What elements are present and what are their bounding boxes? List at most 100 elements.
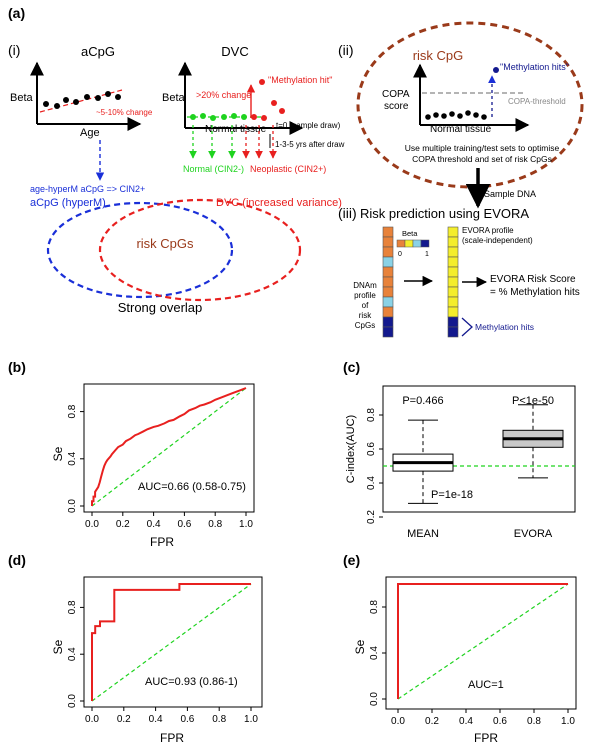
- dvc-change-label: >20% change: [196, 90, 251, 100]
- panel-b-ylabel: Se: [51, 446, 65, 461]
- dvc-normal-points: [190, 113, 247, 121]
- b-ytick-label: 0.4: [67, 451, 78, 465]
- venn-right-label: DVC (increased variance): [216, 197, 342, 209]
- venn-diagram: aCpG (hyperM) DVC (increased variance) r…: [30, 197, 342, 315]
- panel-b-plot-frame: [83, 383, 255, 513]
- panel-d-x-axis: 0.0 0.2 0.4 0.6 0.8 1.0: [85, 707, 258, 725]
- panel-e-x-axis: 0.0 0.2 0.4 0.6 0.8 1.0: [391, 709, 575, 727]
- panel-a-iii-label: (iii): [338, 205, 357, 221]
- d-xtick-label: 0.6: [180, 714, 194, 725]
- svg-text:CpGs: CpGs: [355, 321, 375, 330]
- e-xtick-label: 0.0: [391, 716, 405, 727]
- copa-hit-point: [493, 67, 499, 73]
- panel-e-label: (e): [343, 552, 360, 568]
- copa-text-1: Use multiple training/test sets to optim…: [405, 143, 560, 153]
- dvc-xlabel: Normal tissue: [205, 124, 267, 135]
- e-xtick-label: 0.8: [527, 716, 541, 727]
- d-xtick-label: 0.0: [85, 714, 99, 725]
- evora-diagram: Risk prediction using EVORA DNAm profile…: [353, 206, 580, 338]
- copa-ylabel-2: score: [384, 101, 409, 112]
- copa-title: risk CpG: [413, 48, 464, 63]
- dvc-neoplastic-points: [251, 100, 285, 121]
- panel-b-label: (b): [8, 359, 26, 375]
- evora-title: Risk prediction using EVORA: [360, 206, 529, 221]
- panel-d-label: (d): [8, 552, 26, 568]
- evora-hits-label: Methylation hits: [475, 322, 534, 332]
- panel-d-auc: AUC=0.93 (0.86-1): [145, 676, 238, 688]
- copa-ellipse: [356, 21, 584, 189]
- venn-center-label: risk CpGs: [136, 236, 194, 251]
- c-ytick-label: 0.6: [366, 442, 377, 456]
- acpg-note: age-hyperM aCpG => CIN2+: [30, 184, 145, 194]
- copa-ylabel-1: COPA: [382, 89, 410, 100]
- dvc-t0-label: t=0 (sample draw): [276, 121, 341, 130]
- evora-score-label-2: = % Methylation hits: [490, 287, 580, 298]
- panel-c-category-evora: EVORA: [514, 528, 553, 540]
- e-xtick-label: 1.0: [561, 716, 575, 727]
- dvc-hit-point: [259, 79, 265, 85]
- evora-score-label-1: EVORA Risk Score: [490, 274, 576, 285]
- copa-xlabel: Normal tissue: [430, 124, 492, 135]
- panel-b-roc-curve: [91, 387, 247, 506]
- dnam-profile-column: [382, 226, 394, 338]
- acpg-xlabel: Age: [80, 127, 100, 139]
- panel-e-auc: AUC=1: [468, 679, 504, 691]
- b-ytick-label: 0.0: [67, 499, 78, 513]
- evora-profile-label-1: EVORA profile: [462, 226, 514, 235]
- panel-d-roc-curve: [91, 583, 251, 701]
- d-ytick-label: 0.8: [67, 600, 78, 614]
- venn-left-label: aCpG (hyperM): [30, 197, 106, 209]
- e-ytick-label: 0.8: [369, 600, 380, 614]
- b-xtick-label: 0.4: [147, 519, 161, 530]
- beta-legend-min: 0: [398, 251, 402, 258]
- panel-d: (d) 0.0 0.4 0.8 0.0 0.2 0.4 0.6 0.8 1.0 AUC=0.9…: [8, 552, 263, 745]
- panel-b-auc: AUC=0.66 (0.58-0.75): [138, 481, 246, 493]
- panel-a-i-label: (i): [8, 42, 20, 58]
- evora-profile-label-2: (scale-independent): [462, 236, 533, 245]
- e-xtick-label: 0.6: [493, 716, 507, 727]
- panel-b-x-axis: 0.0 0.2 0.4 0.6 0.8 1.0: [85, 512, 253, 530]
- beta-legend-title: Beta: [402, 229, 418, 238]
- panel-b-y-axis: 0.0 0.4 0.8: [67, 404, 84, 513]
- e-ytick-label: 0.4: [369, 646, 380, 660]
- panel-b: (b) 0.0 0.4 0.8 0.0 0.2 0.4 0.6 0.8 1.0 AUC=0.6…: [8, 359, 255, 549]
- panel-c-ylabel: C-index(AUC): [345, 415, 357, 483]
- acpg-diagram: aCpG Beta Age ~5-10% change age-hyperM a…: [10, 44, 153, 194]
- dvc-title: DVC: [221, 44, 248, 59]
- beta-legend-max: 1: [425, 251, 429, 258]
- acpg-ylabel: Beta: [10, 92, 34, 104]
- acpg-points: [43, 91, 121, 109]
- d-ytick-label: 0.4: [67, 647, 78, 661]
- panel-b-xlabel: FPR: [150, 535, 174, 549]
- panel-c: (c) 0.2 0.4 0.6 0.8 P=0.466 P<1e-50 P=1e-18…: [343, 359, 576, 540]
- b-xtick-label: 0.6: [177, 519, 191, 530]
- svg-text:DNAm: DNAm: [353, 281, 377, 290]
- panel-c-category-mean: MEAN: [407, 528, 439, 540]
- b-xtick-label: 0.0: [85, 519, 99, 530]
- panel-e-diagonal-line: [397, 583, 569, 700]
- dnam-label: DNAm profile of risk CpGs: [353, 281, 377, 330]
- panel-d-xlabel: FPR: [160, 731, 184, 745]
- dvc-after-label: 1-3-5 yrs after draw: [275, 140, 345, 149]
- d-xtick-label: 1.0: [244, 714, 258, 725]
- copa-diagram: risk CpG COPA score COPA-threshold "Meth…: [356, 21, 584, 209]
- dvc-diagram: DVC Beta >20% change "Methylation hit" N…: [162, 44, 345, 174]
- panel-c-pvalue-evora: P<1e-50: [512, 395, 554, 407]
- panel-c-label: (c): [343, 359, 360, 375]
- svg-text:risk: risk: [359, 311, 372, 320]
- acpg-change-label: ~5-10% change: [96, 108, 153, 117]
- d-xtick-label: 0.8: [212, 714, 226, 725]
- panel-a-label: (a): [8, 5, 25, 21]
- b-xtick-label: 0.8: [208, 519, 222, 530]
- c-ytick-label: 0.8: [366, 408, 377, 422]
- panel-e-roc-curve: [397, 583, 568, 699]
- venn-caption: Strong overlap: [118, 300, 203, 315]
- b-xtick-label: 0.2: [116, 519, 130, 530]
- c-ytick-label: 0.2: [366, 510, 377, 524]
- panel-b-diagonal-line: [91, 387, 247, 507]
- svg-text:of: of: [362, 301, 369, 310]
- dvc-normal-label: Normal (CIN2-): [183, 164, 244, 174]
- d-ytick-label: 0.0: [67, 694, 78, 708]
- panel-c-boxes: [392, 404, 564, 504]
